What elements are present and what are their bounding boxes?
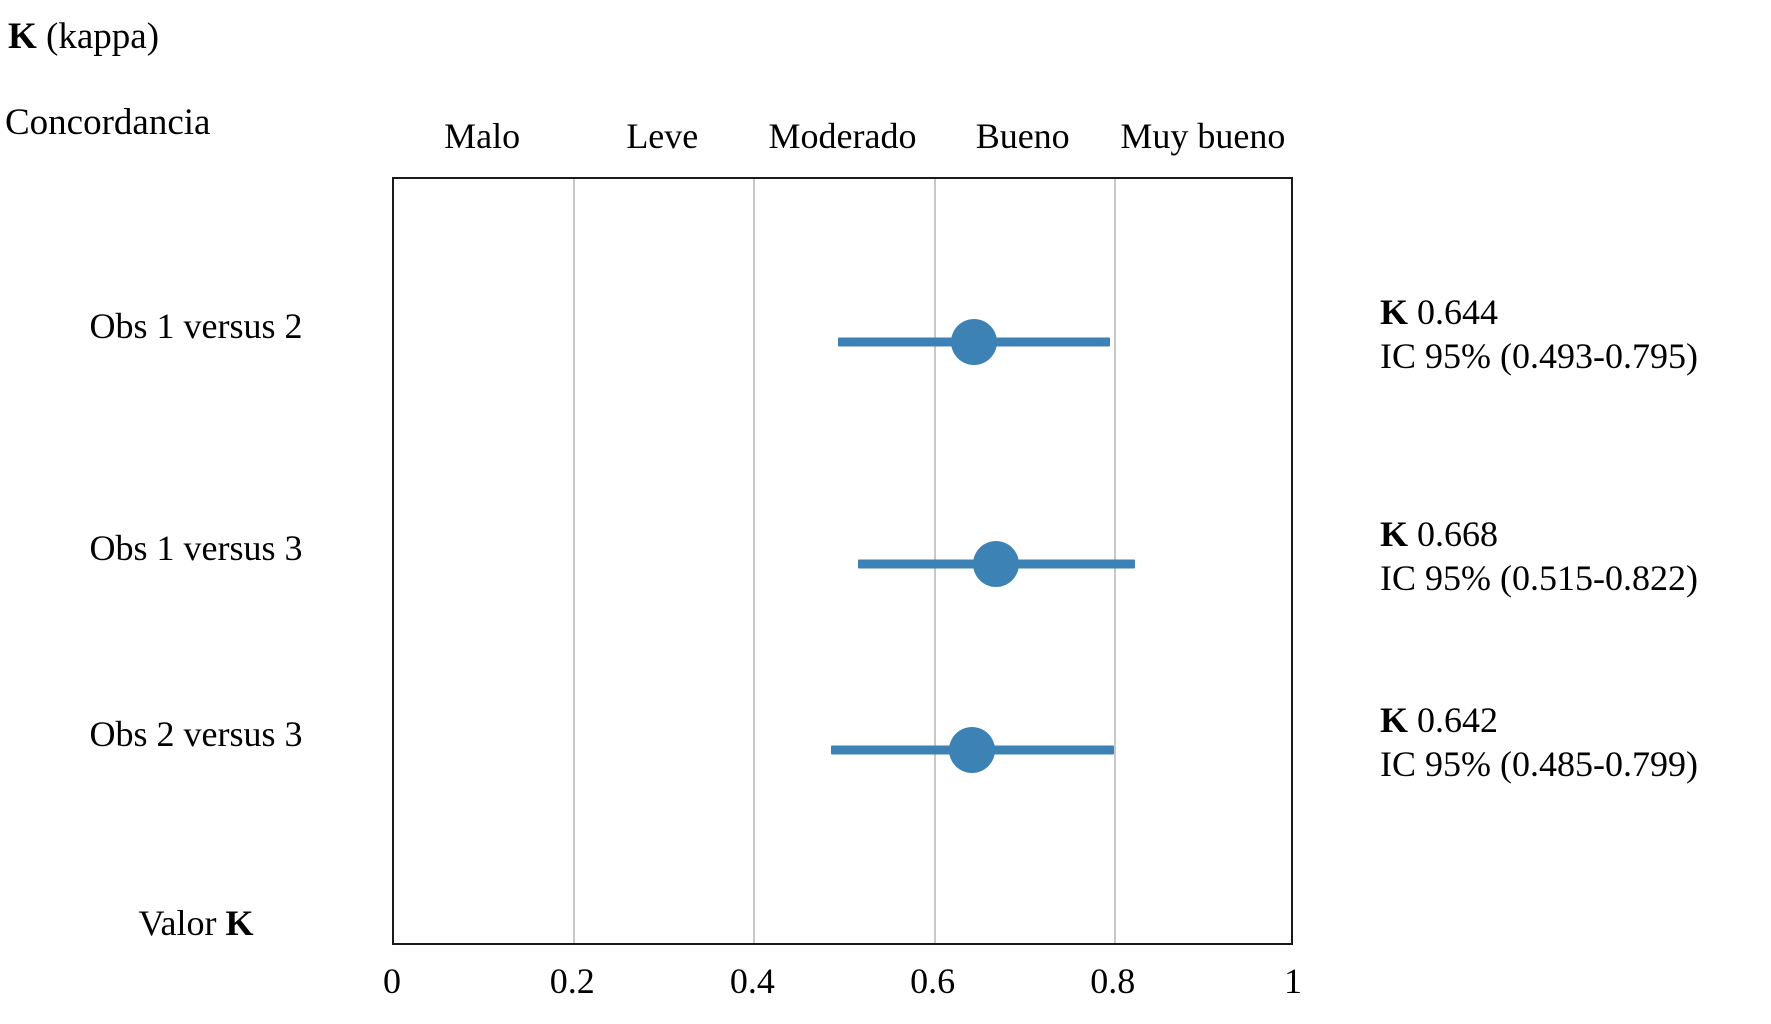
figure-title: K (kappa) (8, 14, 159, 60)
gridline-0.2 (573, 179, 576, 943)
x-tick-1: 1 (1284, 961, 1302, 1001)
figure-title-rest: (kappa) (36, 16, 160, 57)
data-marks-layer (394, 179, 1291, 943)
x-tick-0: 0 (383, 961, 401, 1001)
band-label-bueno: Bueno (975, 116, 1070, 156)
x-tick-0.8: 0.8 (1090, 961, 1136, 1001)
x-tick-0.4: 0.4 (729, 961, 775, 1001)
annotation-k-symbol: K (1380, 699, 1418, 740)
band-label-malo: Malo (444, 116, 521, 156)
annotation-ci-2: IC 95% (0.515-0.822) (1380, 557, 1698, 598)
annotation-row-2: K 0.668 IC 95% (0.515-0.822) (1380, 512, 1771, 600)
band-label-moderado: Moderado (768, 116, 917, 156)
concordance-band-labels: Malo Leve Moderado Bueno Muy bueno (392, 112, 1293, 164)
x-axis-title-prefix: Valor (138, 903, 226, 943)
annotation-k-symbol: K (1380, 291, 1418, 332)
row-label-3: Obs 2 versus 3 (89, 713, 303, 754)
row-label-1: Obs 1 versus 2 (89, 305, 303, 346)
x-axis-ticks: 0 0.2 0.4 0.6 0.8 1 (0, 958, 1771, 1008)
x-axis-title-k: K (225, 903, 254, 943)
annotation-k-value-1: K 0.644 (1380, 291, 1499, 332)
plot-area (392, 177, 1293, 945)
annotation-k-value-3: K 0.642 (1380, 699, 1499, 740)
row-label-2: Obs 1 versus 3 (89, 527, 303, 568)
kappa-dot-row-2 (972, 540, 1019, 587)
annotation-k-value-2: K 0.668 (1380, 513, 1499, 554)
gridline-0.4 (753, 179, 756, 943)
kappa-dot-row-3 (949, 726, 996, 773)
band-label-leve: Leve (626, 116, 699, 156)
band-label-muy-bueno: Muy bueno (1120, 116, 1286, 156)
annotation-row-1: K 0.644 IC 95% (0.493-0.795) (1380, 290, 1771, 378)
x-axis-title: Valor K (0, 901, 392, 945)
annotation-k-symbol: K (1380, 513, 1418, 554)
annotation-ci-1: IC 95% (0.493-0.795) (1380, 335, 1698, 376)
annotation-row-3: K 0.642 IC 95% (0.485-0.799) (1380, 698, 1771, 786)
y-axis-title: Concordancia (5, 102, 211, 143)
x-tick-0.6: 0.6 (910, 961, 956, 1001)
figure-title-k: K (8, 16, 37, 57)
x-tick-0.2: 0.2 (549, 961, 595, 1001)
kappa-dot-row-1 (951, 318, 998, 365)
annotation-ci-3: IC 95% (0.485-0.799) (1380, 743, 1698, 784)
